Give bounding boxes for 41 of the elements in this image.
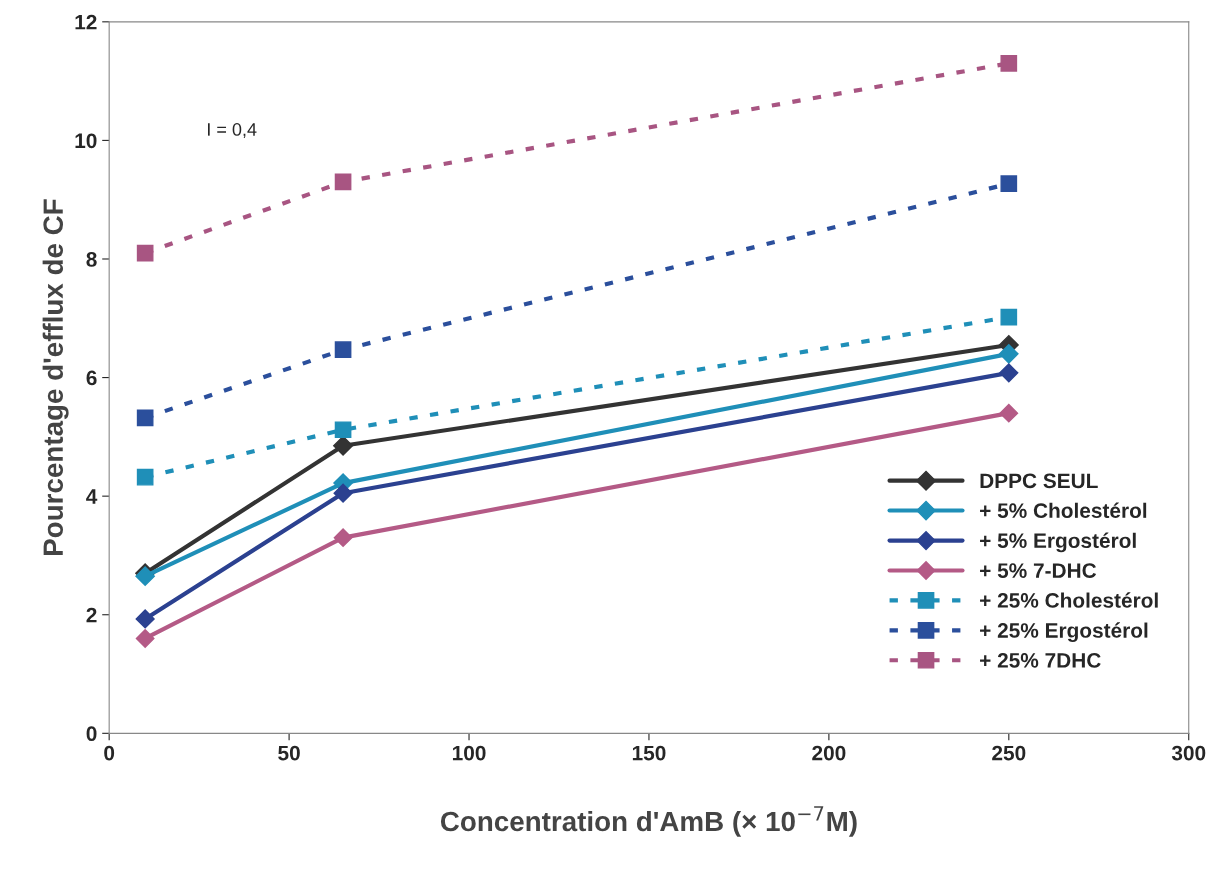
- legend-label: + 25% Cholestérol: [980, 592, 1158, 608]
- point: [1000, 175, 1018, 193]
- point: [333, 528, 353, 548]
- y-tick-label: 8: [86, 251, 97, 267]
- x-tick-label: 250: [992, 745, 1026, 761]
- point: [1000, 54, 1018, 72]
- y-tick-label: 10: [75, 133, 97, 149]
- point: [334, 421, 352, 439]
- y-axis-title: Pourcentage d'efflux de CF: [42, 199, 69, 555]
- point: [135, 609, 155, 629]
- x-tick-label: 50: [278, 745, 300, 761]
- annotation: I = 0,4: [208, 123, 257, 138]
- point: [333, 435, 354, 456]
- point: [333, 483, 353, 503]
- point: [998, 344, 1019, 364]
- point: [334, 341, 352, 359]
- x-tick-label: 150: [632, 745, 666, 761]
- point: [334, 173, 352, 191]
- point: [999, 363, 1019, 383]
- x-tick-label: 0: [104, 745, 115, 761]
- point: [136, 244, 154, 262]
- x-tick-label: 300: [1171, 745, 1206, 761]
- point: [136, 468, 154, 486]
- x-axis-title: Concentration d'AmB (× 10$^{−7}$M): [440, 806, 857, 837]
- legend-label: DPPC SEUL: [980, 473, 1098, 489]
- legend-label: + 25% 7DHC: [980, 653, 1101, 668]
- legend-label: + 5% 7-DHC: [980, 563, 1097, 578]
- x-tick-label: 100: [452, 745, 486, 761]
- legend-label: + 25% Ergostérol: [980, 622, 1148, 643]
- point: [999, 403, 1019, 423]
- y-tick-label: 12: [75, 14, 97, 30]
- y-tick-label: 4: [86, 489, 98, 504]
- point: [135, 629, 155, 648]
- y-tick-label: 0: [86, 726, 97, 742]
- legend-label: + 5% Cholestérol: [980, 502, 1147, 519]
- point: [136, 409, 154, 427]
- point: [1000, 308, 1018, 326]
- legend-label: + 5% Ergostérol: [980, 532, 1136, 553]
- y-tick-label: 6: [86, 370, 97, 386]
- y-tick-label: 2: [86, 607, 97, 623]
- x-tick-label: 200: [812, 745, 846, 761]
